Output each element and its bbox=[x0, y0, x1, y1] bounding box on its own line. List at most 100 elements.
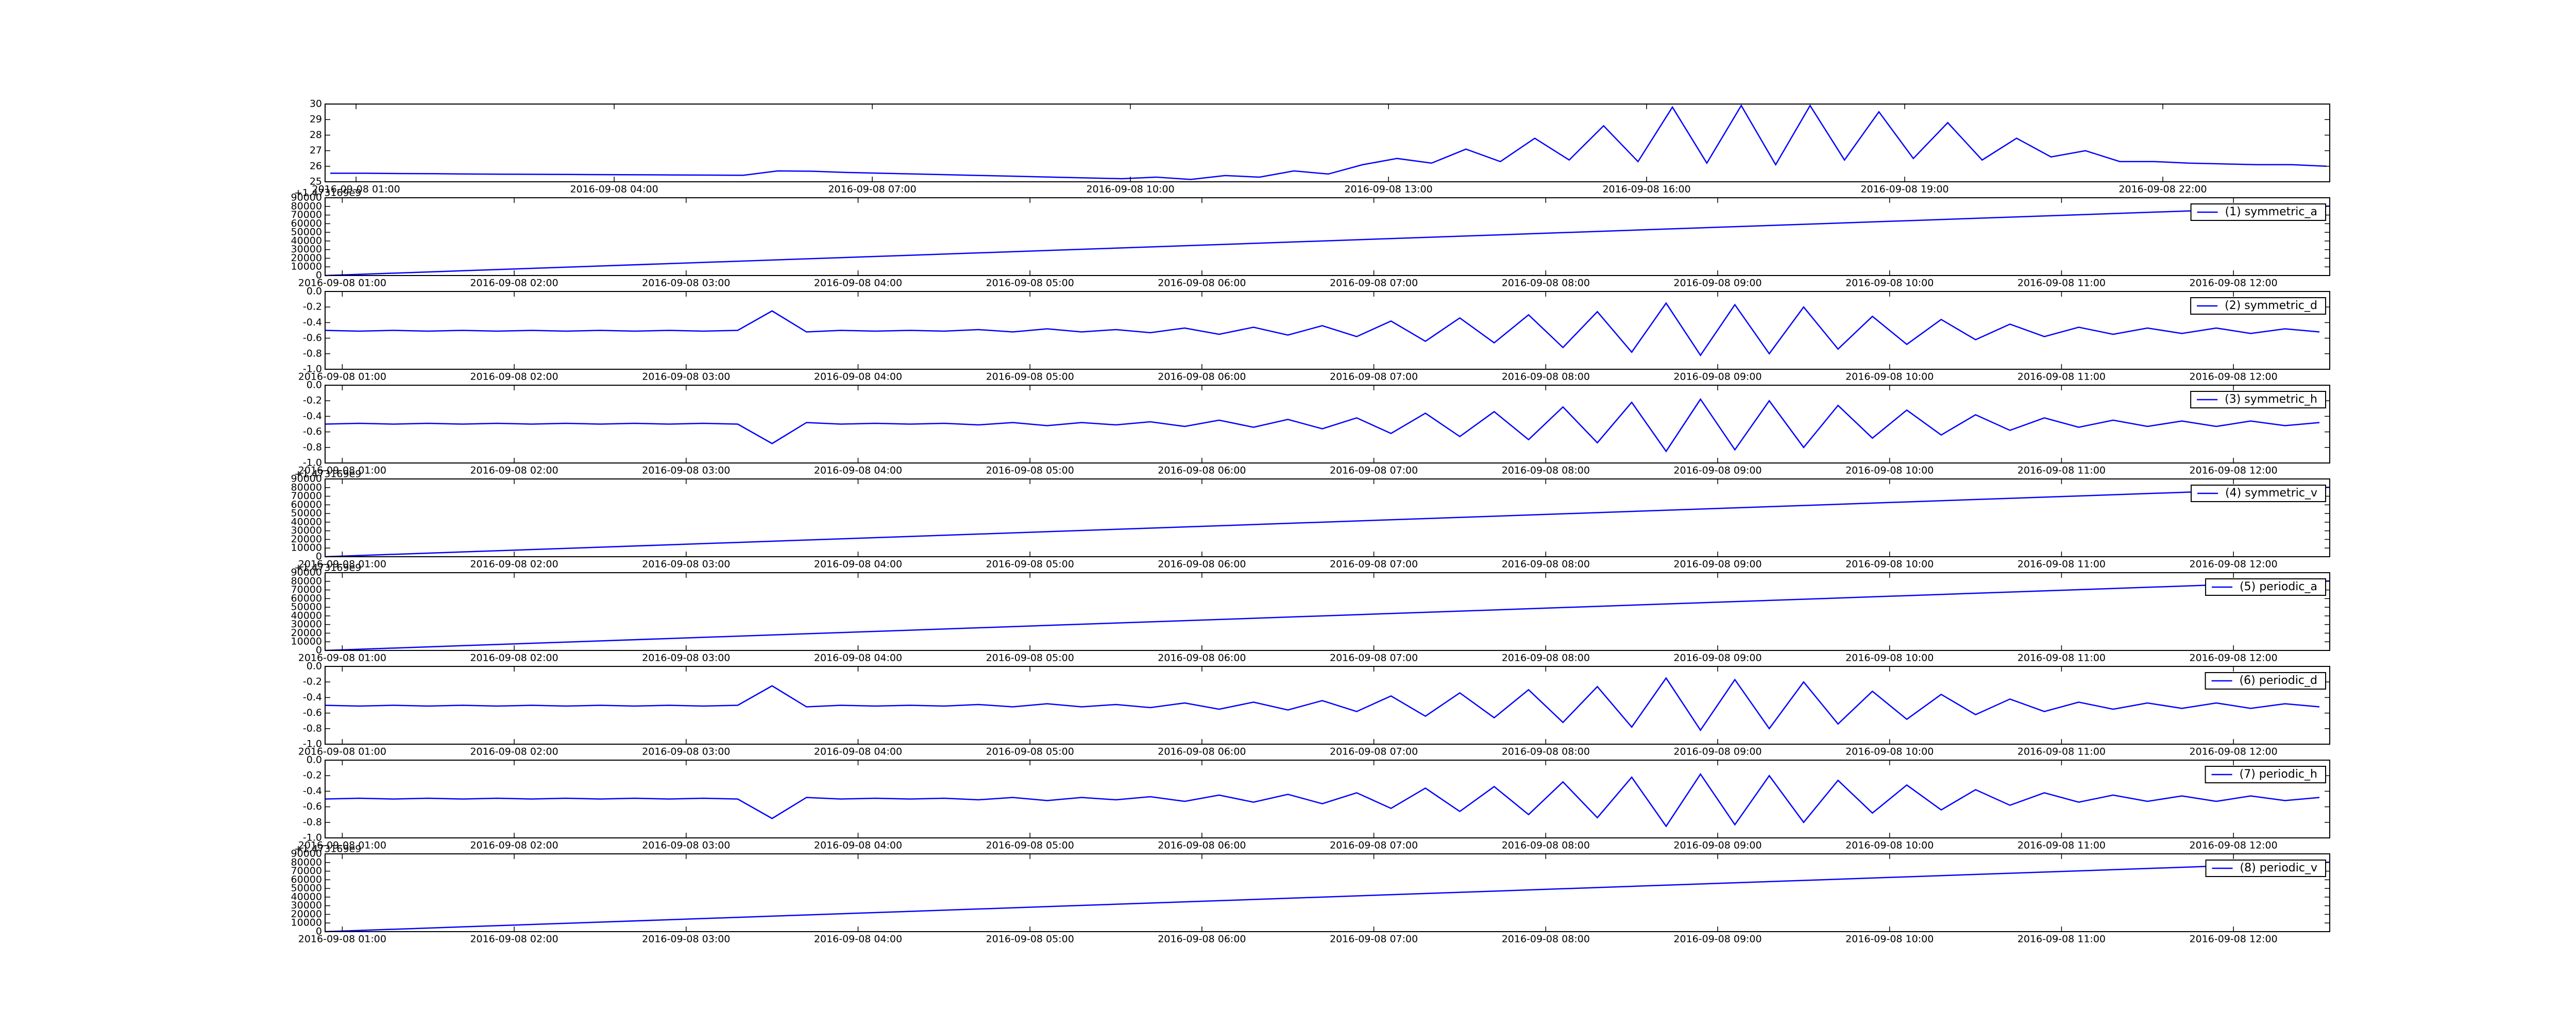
y-tick-label: 40000 bbox=[291, 891, 322, 902]
x-tick-label: 2016-09-08 05:00 bbox=[986, 840, 1074, 851]
y-tick-label: 60000 bbox=[291, 218, 322, 229]
x-tick-label: 2016-09-08 22:00 bbox=[2119, 184, 2207, 195]
x-tick-label: 2016-09-08 03:00 bbox=[642, 840, 730, 851]
x-tick-label: 2016-09-08 02:00 bbox=[470, 465, 558, 476]
y-tick-label: 80000 bbox=[291, 575, 322, 587]
x-tick-label: 2016-09-08 02:00 bbox=[470, 371, 558, 383]
y-tick-label: 90000 bbox=[291, 473, 322, 485]
y-tick-label: 40000 bbox=[291, 235, 322, 246]
x-tick-label: 2016-09-08 03:00 bbox=[642, 559, 730, 570]
subplot: 25 26 27 28 29 30 2016-09-08 01:00 2016-09-08 0… bbox=[310, 98, 2330, 195]
x-tick-label: 2016-09-08 09:00 bbox=[1673, 934, 1761, 945]
x-tick-label: 2016-09-08 10:00 bbox=[1845, 559, 1934, 570]
y-tick-label: 20000 bbox=[291, 908, 322, 920]
x-tick-label: 2016-09-08 03:00 bbox=[642, 653, 730, 664]
subplot: -1.0 -0.8 -0.6 -0.4 -0.2 0.0 2016-09-08 01:00 2… bbox=[298, 380, 2330, 476]
y-tick-label: -0.2 bbox=[303, 395, 322, 406]
x-tick-label: 2016-09-08 07:00 bbox=[1330, 278, 1418, 289]
x-tick-label: 2016-09-08 08:00 bbox=[1502, 559, 1590, 570]
x-tick-label: 2016-09-08 09:00 bbox=[1673, 746, 1761, 758]
plot-area bbox=[325, 104, 2330, 182]
y-tick-label: 60000 bbox=[291, 593, 322, 604]
x-tick-label: 2016-09-08 05:00 bbox=[986, 934, 1074, 945]
x-tick-label: 2016-09-08 07:00 bbox=[1330, 934, 1418, 945]
legend: (8) periodic_v bbox=[2205, 860, 2326, 877]
axes-frame bbox=[325, 853, 2330, 932]
x-tick-label: 2016-09-08 02:00 bbox=[470, 278, 558, 289]
x-tick-label: 2016-09-08 12:00 bbox=[2190, 278, 2278, 289]
x-tick-label: 2016-09-08 04:00 bbox=[814, 371, 902, 383]
x-tick-label: 2016-09-08 07:00 bbox=[1330, 840, 1418, 851]
data-line bbox=[325, 580, 2330, 651]
y-tick-label: -0.4 bbox=[303, 410, 322, 422]
y-tick-label: 0 bbox=[316, 551, 322, 562]
x-tick-label: 2016-09-08 06:00 bbox=[1158, 934, 1246, 945]
y-tick-label: 50000 bbox=[291, 227, 322, 238]
x-tick-label: 2016-09-08 02:00 bbox=[470, 559, 558, 570]
x-tick-label: 2016-09-08 01:00 bbox=[312, 184, 400, 195]
x-tick-label: 2016-09-08 09:00 bbox=[1673, 840, 1761, 851]
y-tick-label: 80000 bbox=[291, 856, 322, 868]
x-tick-label: 2016-09-08 06:00 bbox=[1158, 840, 1246, 851]
y-tick-label: -0.2 bbox=[303, 676, 322, 688]
y-tick-label: 10000 bbox=[291, 261, 322, 272]
offset-text: +1.473169e9 bbox=[294, 187, 361, 199]
y-tick-label: 30 bbox=[310, 98, 322, 110]
legend-box bbox=[2191, 485, 2326, 502]
y-tick-label: 50000 bbox=[291, 883, 322, 894]
x-tick-label: 2016-09-08 19:00 bbox=[1860, 184, 1948, 195]
y-tick-label: 0 bbox=[316, 270, 322, 281]
data-line bbox=[325, 677, 2320, 732]
x-tick-label: 2016-09-08 07:00 bbox=[1330, 465, 1418, 476]
y-tick-label: 70000 bbox=[291, 865, 322, 877]
x-tick-label: 2016-09-08 04:00 bbox=[814, 653, 902, 664]
y-tick-label: 20000 bbox=[291, 252, 322, 264]
x-tick-label: 2016-09-08 10:00 bbox=[1845, 278, 1934, 289]
subplot: 0100002000030000400005000060000700008000… bbox=[291, 844, 2330, 945]
legend: (7) periodic_h bbox=[2205, 766, 2326, 783]
axes-frame bbox=[325, 666, 2330, 745]
x-tick-label: 2016-09-08 03:00 bbox=[642, 278, 730, 289]
y-tick-label: 29 bbox=[310, 114, 322, 125]
x-tick-label: 2016-09-08 01:00 bbox=[298, 278, 386, 289]
x-tick-label: 2016-09-08 09:00 bbox=[1673, 653, 1761, 664]
y-tick-label: 0.0 bbox=[307, 380, 322, 391]
x-tick-label: 2016-09-08 06:00 bbox=[1158, 465, 1246, 476]
x-tick-label: 2016-09-08 08:00 bbox=[1502, 934, 1590, 945]
x-tick-label: 2016-09-08 04:00 bbox=[570, 184, 658, 195]
x-tick-label: 2016-09-08 08:00 bbox=[1502, 840, 1590, 851]
y-tick-label: 80000 bbox=[291, 200, 322, 212]
y-tick-label: 80000 bbox=[291, 482, 322, 493]
x-tick-label: 2016-09-08 02:00 bbox=[470, 840, 558, 851]
x-tick-label: 2016-09-08 04:00 bbox=[814, 840, 902, 851]
x-tick-label: 2016-09-08 04:00 bbox=[814, 934, 902, 945]
y-tick-label: 40000 bbox=[291, 516, 322, 527]
legend-label: (7) periodic_h bbox=[2240, 768, 2317, 781]
legend: (4) symmetric_v bbox=[2191, 485, 2326, 502]
y-tick-label: 40000 bbox=[291, 610, 322, 621]
y-tick-label: 30000 bbox=[291, 525, 322, 536]
legend: (6) periodic_d bbox=[2205, 672, 2326, 690]
legend: (3) symmetric_h bbox=[2190, 391, 2326, 408]
y-tick-label: -1.0 bbox=[303, 832, 322, 844]
plot-area bbox=[325, 573, 2330, 650]
x-tick-label: 2016-09-08 07:00 bbox=[1330, 653, 1418, 664]
y-tick-label: 70000 bbox=[291, 584, 322, 595]
y-tick-label: 60000 bbox=[291, 874, 322, 885]
axes-frame bbox=[325, 478, 2330, 557]
subplot: 0100002000030000400005000060000700008000… bbox=[291, 562, 2330, 664]
axes-frame bbox=[325, 291, 2330, 370]
x-tick-label: 2016-09-08 03:00 bbox=[642, 746, 730, 758]
x-tick-label: 2016-09-08 03:00 bbox=[642, 465, 730, 476]
y-tick-label: 30000 bbox=[291, 619, 322, 630]
legend-label: (3) symmetric_h bbox=[2225, 393, 2317, 406]
x-tick-label: 2016-09-08 09:00 bbox=[1673, 465, 1761, 476]
x-tick-label: 2016-09-08 10:00 bbox=[1845, 746, 1934, 758]
x-tick-label: 2016-09-08 08:00 bbox=[1502, 746, 1590, 758]
x-tick-label: 2016-09-08 01:00 bbox=[298, 934, 386, 945]
x-tick-label: 2016-09-08 01:00 bbox=[298, 465, 386, 476]
y-tick-label: 70000 bbox=[291, 490, 322, 502]
y-tick-label: 10000 bbox=[291, 636, 322, 647]
y-tick-label: 10000 bbox=[291, 542, 322, 554]
